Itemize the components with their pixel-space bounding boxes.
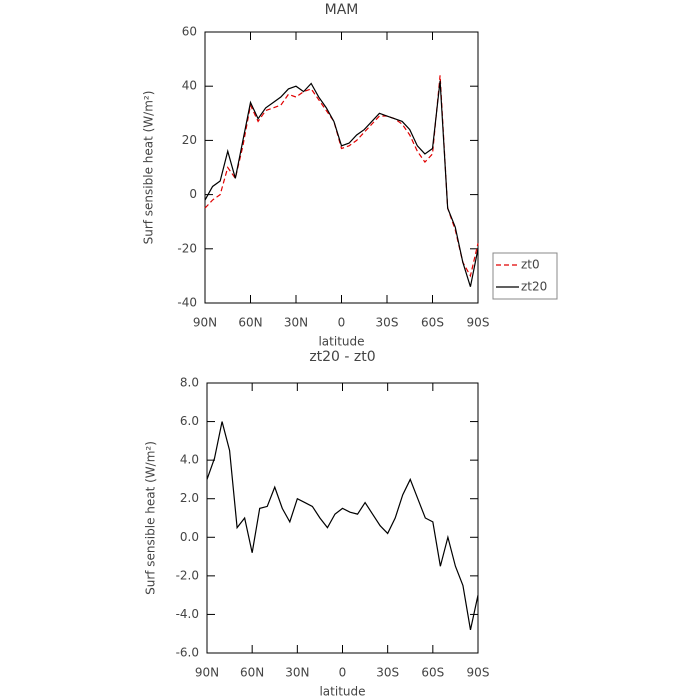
x-tick-label: 60N	[240, 666, 264, 680]
x-axis-label: latitude	[319, 685, 365, 699]
x-tick-label: 30N	[285, 666, 309, 680]
x-axis-label: latitude	[318, 335, 364, 349]
x-tick-label: 90N	[195, 666, 219, 680]
y-tick-label: -6.0	[176, 646, 199, 660]
y-tick-label: 8.0	[180, 376, 199, 390]
y-tick-label: -4.0	[176, 607, 199, 621]
x-tick-label: 90N	[193, 316, 217, 330]
line-series	[206, 421, 479, 630]
x-tick-label: 30S	[376, 666, 399, 680]
x-tick-label: 60S	[421, 666, 444, 680]
y-axis-label: Surf sensible heat (W/m²)	[144, 441, 158, 595]
y-tick-label: 6.0	[180, 414, 199, 428]
legend-label: zt0	[521, 258, 540, 272]
x-tick-label: 90S	[467, 316, 490, 330]
legend-box	[492, 252, 558, 300]
y-tick-label: 2.0	[180, 491, 199, 505]
y-tick-label: 0	[189, 187, 197, 201]
y-tick-label: 20	[182, 133, 197, 147]
y-tick-label: 0.0	[180, 530, 199, 544]
x-tick-label: 60N	[238, 316, 262, 330]
x-tick-label: 0	[339, 666, 347, 680]
chart-title: zt20 - zt0	[309, 349, 375, 365]
line-series	[204, 80, 479, 287]
chart-title: MAM	[325, 2, 359, 18]
y-tick-label: -40	[177, 296, 197, 310]
legend-label: zt20	[521, 280, 547, 294]
y-axis-label: Surf sensible heat (W/m²)	[142, 91, 156, 245]
y-tick-label: 4.0	[180, 453, 199, 467]
y-tick-label: -20	[177, 241, 197, 255]
y-tick-label: 40	[182, 79, 197, 93]
x-tick-label: 30N	[284, 316, 308, 330]
x-tick-label: 0	[338, 316, 346, 330]
y-tick-label: -2.0	[176, 568, 199, 582]
x-tick-label: 90S	[467, 666, 490, 680]
plot-frame	[206, 382, 479, 654]
y-tick-label: 60	[182, 25, 197, 39]
x-tick-label: 60S	[421, 316, 444, 330]
x-tick-label: 30S	[376, 316, 399, 330]
plot-frame	[204, 31, 479, 304]
